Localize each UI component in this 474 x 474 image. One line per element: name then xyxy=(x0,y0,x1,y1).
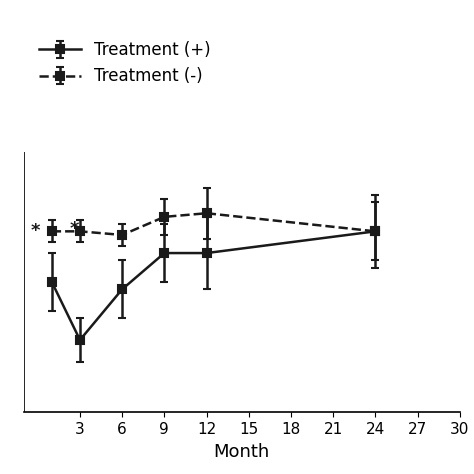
Text: *: * xyxy=(70,220,79,238)
Text: *: * xyxy=(30,222,40,240)
Legend: Treatment (+), Treatment (-): Treatment (+), Treatment (-) xyxy=(32,35,218,92)
X-axis label: Month: Month xyxy=(214,443,270,461)
